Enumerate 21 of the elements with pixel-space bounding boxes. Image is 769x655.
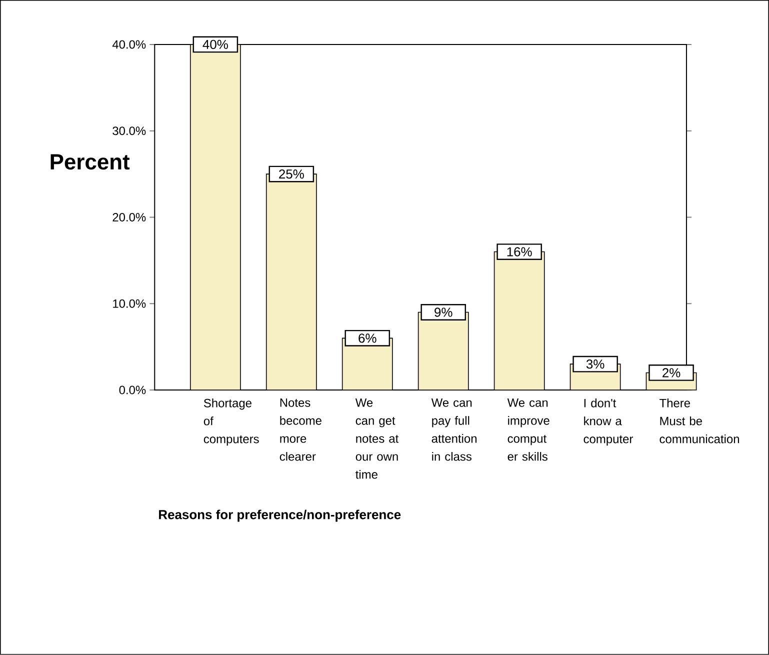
x-tick-label: Notes become more clearer [280, 398, 322, 461]
y-tick-label: 20.0% [112, 213, 146, 222]
y-axis-title: Percent [50, 154, 130, 170]
x-tick-label: We can get notes at our own time [355, 398, 399, 479]
y-tick-label: 30.0% [112, 126, 146, 136]
x-tick-label: We can pay full attention in class [431, 398, 476, 461]
data-label: 6% [358, 334, 376, 343]
data-label: 16% [507, 247, 532, 256]
y-tick-label: 0.0% [119, 386, 146, 394]
x-tick-label: Shortage of computers [204, 398, 259, 446]
data-label: 25% [279, 170, 304, 179]
x-tick-label: We can improve comput er skills [507, 398, 550, 461]
y-tick-label: 40.0% [112, 40, 146, 49]
y-tick-label: 10.0% [113, 299, 146, 308]
data-label: 9% [434, 308, 452, 317]
x-tick-label: There Must be communication [660, 398, 740, 444]
x-tick-label: I don't know a computer [584, 398, 633, 446]
data-label: 2% [662, 368, 680, 378]
data-label: 40% [202, 40, 228, 50]
data-label: 3% [586, 360, 604, 369]
x-axis-title: Reasons for preference/non-preference [159, 510, 401, 522]
